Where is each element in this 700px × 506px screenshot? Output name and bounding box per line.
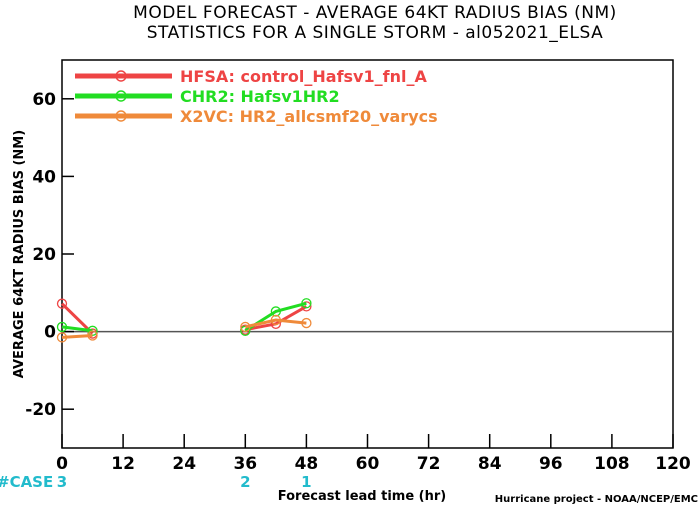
y-tick-label: 60 (32, 90, 56, 110)
x-tick-label: 12 (111, 454, 135, 474)
y-tick-label: 20 (32, 245, 56, 265)
y-tick-label: 0 (44, 323, 56, 343)
case-count: 2 (240, 473, 250, 491)
legend-label-x2vc: X2VC: HR2_allcsmf20_varycs (180, 107, 438, 126)
x-axis-label: Forecast lead time (hr) (278, 489, 446, 504)
case-counts: #CASE 3 2 1 (0, 473, 312, 491)
data-point-x2vc (240, 321, 251, 333)
x-tick-label: 36 (233, 454, 257, 474)
data-point-chr2 (87, 325, 98, 336)
x-tick-label: 108 (594, 454, 630, 474)
chart-subtitle: STATISTICS FOR A SINGLE STORM - al052021… (147, 23, 604, 43)
data-point-x2vc (301, 317, 312, 329)
series-group (56, 298, 312, 343)
credit-text: Hurricane project - NOAA/NCEP/EMC (495, 494, 698, 505)
x-tick-label: 60 (356, 454, 380, 474)
x-tick-label: 120 (655, 454, 691, 474)
legend-marker-hfsa (115, 70, 127, 82)
x-tick-label: 96 (539, 454, 563, 474)
data-point-x2vc (56, 332, 68, 343)
data-point-chr2 (56, 321, 68, 333)
x-tick-label: 84 (478, 454, 502, 474)
legend-marker-x2vc (115, 110, 127, 122)
series-line-x2vc (244, 318, 307, 329)
x-tick-label: 48 (295, 454, 319, 474)
y-tick-label: 40 (32, 167, 56, 187)
axis-ticks: 0 12 24 36 48 60 72 84 96 108 120 -20 0 20 40 60 (25, 90, 691, 474)
case-count: 3 (57, 473, 67, 491)
x-tick-label: 24 (172, 454, 196, 474)
case-count: 1 (301, 473, 311, 491)
data-point-chr2 (301, 298, 312, 309)
case-label: #CASE (0, 473, 53, 491)
data-point-x2vc (270, 314, 282, 326)
x-tick-label: 0 (56, 454, 68, 474)
y-axis-label: AVERAGE 64KT RADIUS BIAS (NM) (12, 130, 27, 378)
legend-marker-chr2 (115, 90, 127, 102)
y-tick-label: -20 (25, 400, 56, 420)
data-point-hfsa (56, 298, 68, 309)
x-tick-label: 72 (417, 454, 441, 474)
chart-title: MODEL FORECAST - AVERAGE 64KT RADIUS BIA… (133, 3, 617, 23)
legend-label-hfsa: HFSA: control_Hafsv1_fnl_A (180, 67, 427, 86)
data-point-hfsa (301, 301, 312, 312)
series-line-hfsa (60, 302, 94, 335)
series-line-hfsa (245, 305, 308, 332)
data-point-x2vc (87, 330, 98, 341)
legend-label-chr2: CHR2: Hafsv1HR2 (180, 87, 340, 106)
